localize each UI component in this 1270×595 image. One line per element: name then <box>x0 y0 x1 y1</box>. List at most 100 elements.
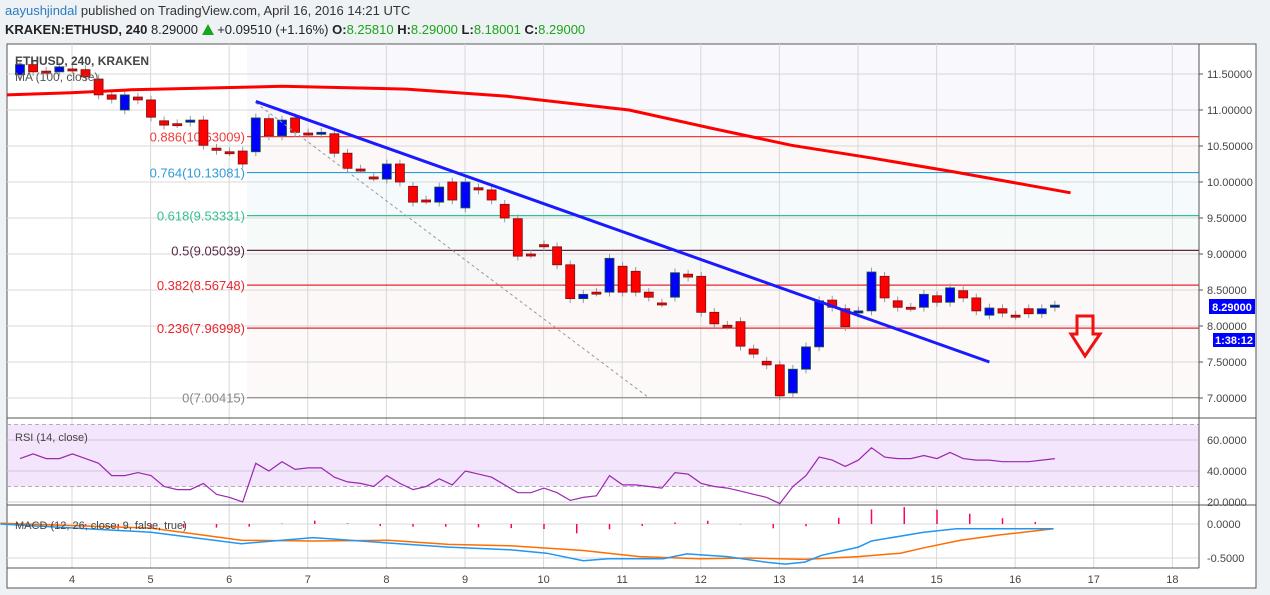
candle-down <box>172 123 183 127</box>
candle-down <box>1023 308 1034 315</box>
candle-down <box>355 168 366 172</box>
candle-down <box>840 308 851 328</box>
symbol-label: KRAKEN:ETHUSD, 240 <box>5 22 148 37</box>
down-arrow-icon <box>1068 314 1103 359</box>
candle-up <box>788 368 798 394</box>
candle-down <box>67 68 78 72</box>
candle-up <box>814 300 824 348</box>
candle-down <box>447 181 458 201</box>
fib-zone <box>247 285 1199 329</box>
rsi-band <box>8 424 1199 487</box>
macd-legend[interactable]: MACD (12, 26, close, 9, false, true) <box>15 520 187 532</box>
candle-down <box>657 302 667 306</box>
candle-down <box>722 324 733 328</box>
bearish-trendline[interactable] <box>255 99 990 364</box>
time-tick-label: 8 <box>383 574 389 586</box>
candle-up <box>54 66 65 73</box>
fib-diagonal-line <box>255 102 650 399</box>
candle-down <box>552 246 562 266</box>
open-value: 8.25810 <box>346 22 394 37</box>
time-tick-label: 7 <box>305 574 311 586</box>
candle-down <box>643 291 654 298</box>
candle-down <box>28 64 39 73</box>
time-tick-label: 18 <box>1166 574 1178 586</box>
candle-down <box>971 297 982 312</box>
candle-down <box>683 273 693 278</box>
candle-down <box>368 176 379 180</box>
candle-down <box>41 70 52 74</box>
candle-down <box>1010 314 1021 318</box>
price-tick-label: 8.50000 <box>1207 285 1247 297</box>
candle-up <box>119 94 130 111</box>
candle-up <box>853 310 864 314</box>
current-price-tag <box>1209 299 1255 314</box>
candle-down <box>80 69 91 78</box>
candle-up <box>277 119 287 137</box>
candle-down <box>958 290 969 299</box>
candle-down <box>735 321 746 347</box>
ma-legend[interactable]: MA (100, close) <box>15 70 98 84</box>
fib-level-label: 0(7.00415) <box>182 391 245 406</box>
time-tick-label: 17 <box>1088 574 1100 586</box>
candle-down <box>932 295 942 303</box>
price-tick-label: 9.50000 <box>1207 213 1247 225</box>
rsi-legend[interactable]: RSI (14, close) <box>15 432 88 444</box>
candle-down <box>290 117 301 133</box>
candle-down <box>473 187 484 191</box>
low-value: 8.18001 <box>473 22 521 37</box>
candle-down <box>486 189 497 201</box>
countdown-tag <box>1213 333 1255 347</box>
price-tick-label: 9.00000 <box>1207 249 1247 261</box>
candle-down <box>892 300 903 308</box>
candle-up <box>1036 308 1047 315</box>
price-tick-label: 8.00000 <box>1207 321 1247 333</box>
price-tick-label: 7.00000 <box>1207 393 1247 405</box>
fib-level-label: 0.236(7.96998) <box>157 321 245 336</box>
price-tick-label: 10.00000 <box>1207 177 1253 189</box>
candle-down <box>565 264 576 300</box>
candle-down <box>761 360 772 366</box>
time-tick-label: 13 <box>773 574 785 586</box>
low-label: L: <box>461 22 474 37</box>
candle-up <box>919 293 929 308</box>
high-label: H: <box>397 22 411 37</box>
rsi-tick-label: 60.0000 <box>1207 435 1247 447</box>
ma100-line <box>6 84 1071 195</box>
candle-down <box>421 199 432 203</box>
candle-down <box>512 218 523 257</box>
price-tick-label: 11.00000 <box>1207 105 1252 117</box>
candle-down <box>132 96 143 101</box>
fib-level-label: 0.764(10.13081) <box>150 166 245 181</box>
time-tick-label: 10 <box>537 574 549 586</box>
fib-level-label: 0.382(8.56748) <box>157 278 245 293</box>
time-tick-label: 9 <box>462 574 468 586</box>
candle-down <box>237 150 248 165</box>
candle-up <box>604 257 615 293</box>
candle-down <box>499 203 510 219</box>
up-triangle-icon <box>201 24 214 35</box>
candle-up <box>434 186 445 203</box>
time-tick-label: 5 <box>148 574 154 586</box>
candle-up <box>15 64 25 76</box>
candle-down <box>630 270 641 293</box>
candle-up <box>945 287 955 303</box>
author-link[interactable]: aayushjindal <box>5 3 78 18</box>
candle-up <box>250 117 261 153</box>
candle-down <box>146 99 156 118</box>
high-value: 8.29000 <box>410 22 458 37</box>
fib-zone <box>247 172 1199 216</box>
price-tick-label: 11.50000 <box>1207 69 1252 81</box>
time-tick-label: 16 <box>1009 574 1021 586</box>
candle-up <box>460 181 471 209</box>
candle-down <box>709 311 720 325</box>
candle-up <box>316 131 327 135</box>
bar-countdown: 1:38:12 <box>1215 335 1253 347</box>
candle-down <box>617 265 628 293</box>
macd-line <box>0 523 1054 565</box>
close-value: 8.29000 <box>538 22 586 37</box>
candle-down <box>198 119 209 146</box>
candle-down <box>224 151 235 155</box>
time-tick-label: 15 <box>930 574 942 586</box>
current-price-label: 8.29000 <box>1212 302 1252 314</box>
